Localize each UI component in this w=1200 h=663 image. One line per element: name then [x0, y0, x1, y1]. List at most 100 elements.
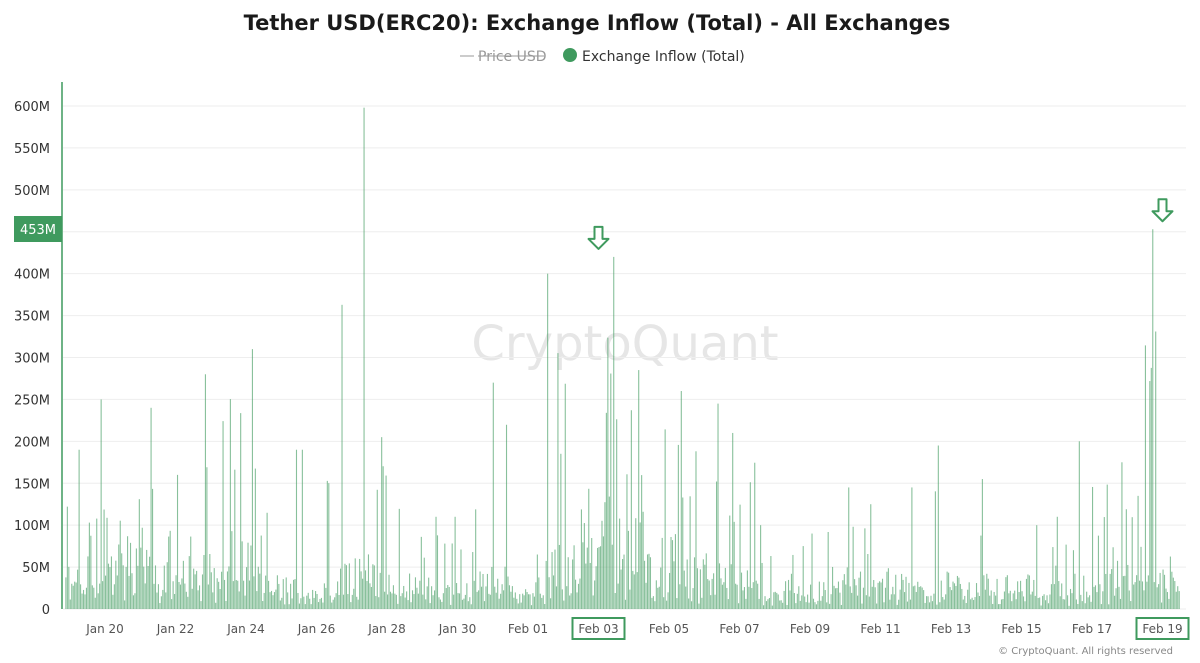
bar	[533, 596, 535, 609]
bar	[887, 568, 889, 609]
bar	[984, 589, 986, 609]
bar	[939, 602, 941, 609]
bar	[833, 585, 835, 609]
bar	[301, 449, 303, 609]
bar	[1030, 594, 1032, 609]
bar	[666, 600, 668, 609]
bar	[229, 399, 231, 609]
bar	[419, 580, 421, 609]
bar	[316, 594, 318, 609]
bar	[967, 589, 969, 609]
x-tick-label: Jan 28	[367, 622, 406, 636]
bar	[692, 588, 694, 609]
bar	[526, 592, 528, 609]
bar	[702, 559, 704, 609]
bar	[1102, 591, 1104, 609]
bar	[166, 562, 168, 609]
bar	[135, 548, 137, 609]
bar	[234, 469, 236, 609]
arrow-down-icon	[587, 225, 610, 250]
bar	[691, 601, 693, 609]
bar	[409, 573, 411, 609]
bar	[382, 466, 384, 609]
bar	[460, 549, 462, 609]
bar	[755, 580, 757, 609]
bar	[429, 603, 431, 609]
bar	[188, 556, 190, 609]
bar	[583, 523, 585, 609]
bar	[1127, 564, 1129, 609]
bar	[397, 603, 399, 609]
bar	[138, 499, 140, 609]
bar	[796, 593, 798, 609]
bar	[911, 487, 913, 609]
bar	[514, 592, 516, 609]
bar	[1081, 601, 1083, 609]
bar	[185, 591, 187, 609]
bar	[1093, 586, 1095, 609]
bar	[880, 582, 882, 609]
bar	[110, 556, 112, 609]
bar	[714, 594, 716, 609]
bar	[257, 566, 259, 609]
bar	[1137, 495, 1139, 609]
legend-item-inflow[interactable]: Exchange Inflow (Total)	[563, 48, 745, 65]
legend-inflow-dot-icon	[563, 48, 577, 62]
bar	[699, 569, 701, 609]
bar	[736, 584, 738, 609]
bar	[630, 410, 632, 609]
bar	[269, 592, 271, 609]
bar	[1112, 547, 1114, 609]
bar	[638, 370, 640, 609]
bar	[1047, 603, 1050, 609]
bar	[673, 561, 675, 609]
bar	[387, 594, 389, 609]
bar	[1131, 517, 1133, 609]
bar	[1024, 601, 1026, 609]
bar	[253, 576, 255, 609]
bar	[115, 560, 117, 609]
bar	[1000, 599, 1003, 609]
bar	[467, 601, 469, 609]
bar	[500, 593, 502, 609]
bar	[504, 566, 506, 609]
bar	[388, 574, 390, 609]
bar	[182, 560, 184, 609]
bar	[921, 587, 923, 609]
bar	[1149, 381, 1151, 609]
bar	[1122, 576, 1124, 609]
bar	[254, 468, 256, 609]
bar	[689, 496, 691, 609]
bar	[1159, 572, 1161, 609]
bar	[746, 570, 748, 609]
bar	[492, 382, 494, 609]
bar	[923, 590, 925, 609]
bar	[624, 599, 627, 609]
bar	[1065, 544, 1067, 609]
bar	[536, 554, 538, 609]
bar	[90, 535, 92, 609]
bar	[793, 593, 795, 609]
bar	[561, 589, 563, 609]
bar	[251, 349, 253, 609]
legend-item-price[interactable]: Price USD	[460, 49, 547, 65]
bar	[1042, 595, 1044, 609]
bar	[1077, 603, 1079, 609]
bar	[532, 593, 534, 609]
bar	[569, 595, 571, 609]
bar	[400, 596, 402, 609]
bar	[1109, 573, 1111, 609]
bar	[868, 596, 870, 609]
bar	[122, 565, 124, 609]
bar	[652, 596, 654, 609]
bar	[782, 602, 784, 609]
bar	[113, 584, 115, 609]
bar	[645, 582, 647, 609]
bar	[1166, 592, 1169, 609]
bar	[328, 483, 330, 609]
bar	[724, 567, 726, 609]
bar	[1165, 588, 1167, 609]
x-tick-label: Jan 30	[438, 622, 477, 636]
bar	[752, 582, 754, 609]
bar	[369, 583, 371, 609]
